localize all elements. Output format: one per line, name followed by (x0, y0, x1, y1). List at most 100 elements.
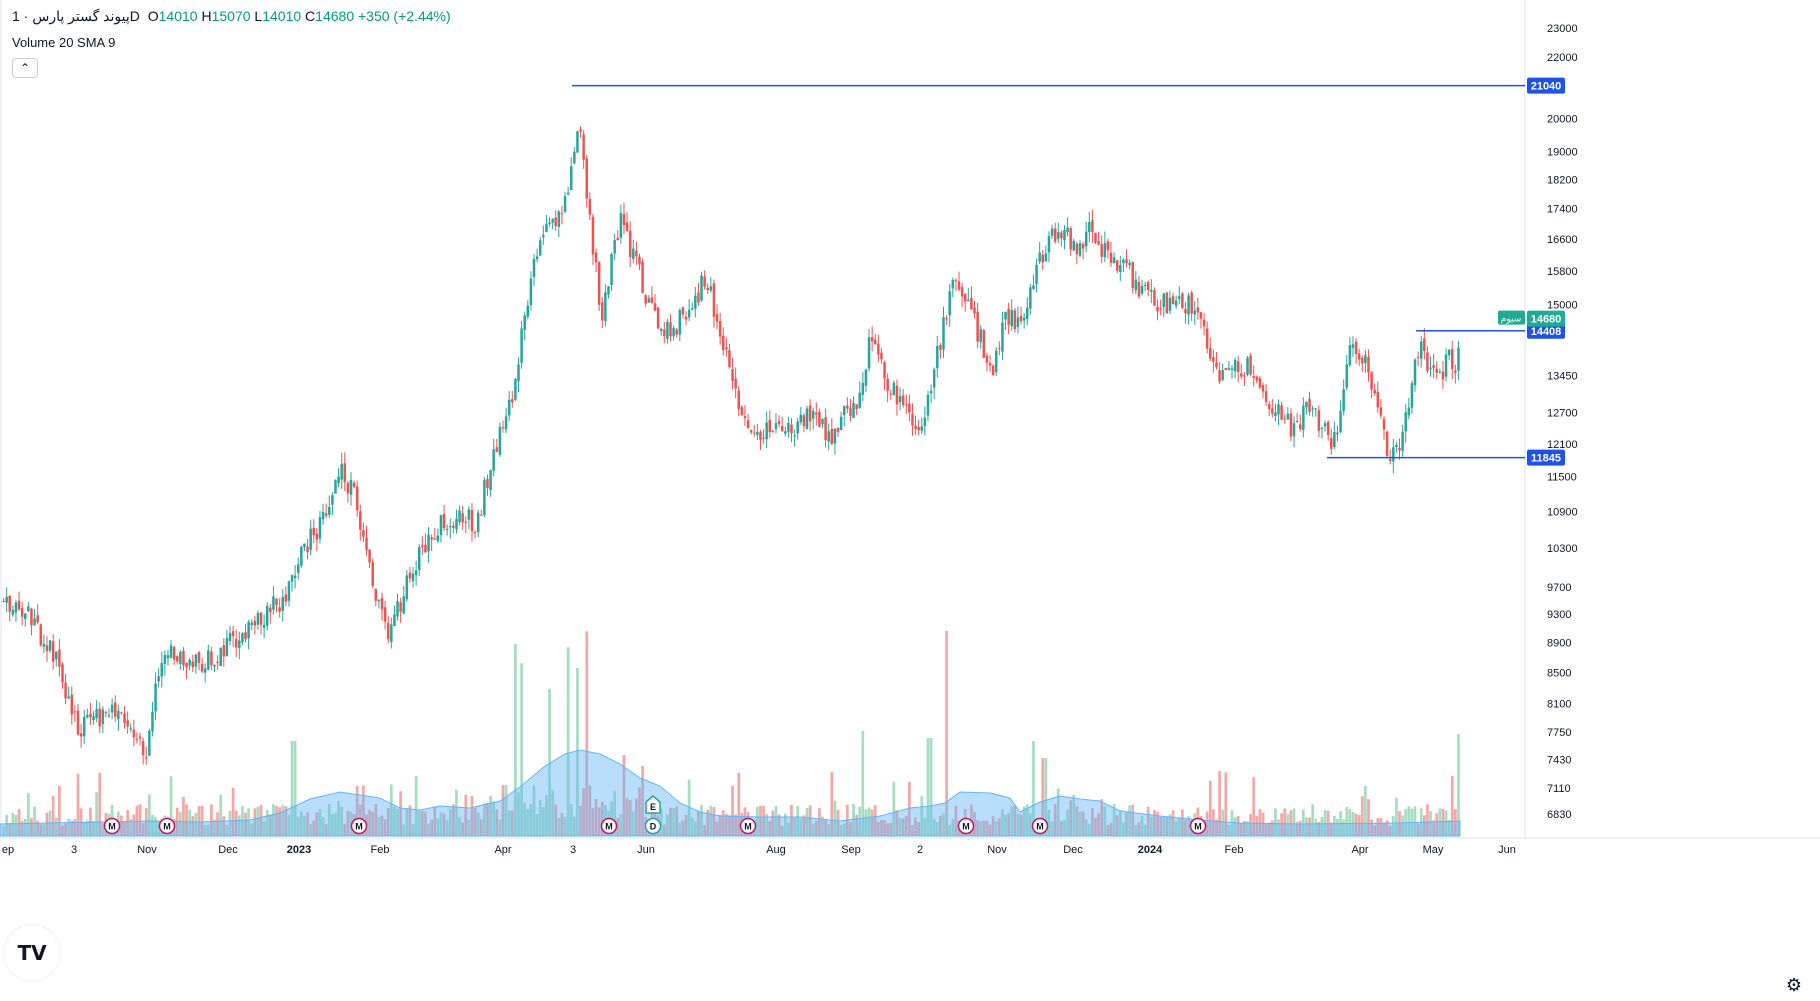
candle (538, 236, 542, 256)
volume-bar (635, 798, 638, 836)
volume-bar (849, 822, 852, 836)
volume-bar (368, 810, 371, 836)
volume-bar (1081, 811, 1085, 836)
candle (712, 279, 716, 328)
candle (607, 286, 610, 299)
candle (421, 536, 424, 555)
candle (994, 347, 998, 377)
candle (945, 315, 948, 325)
dividend-marker[interactable] (103, 817, 121, 835)
candle (749, 429, 753, 435)
volume-bar (554, 804, 558, 836)
volume-bar (1435, 813, 1439, 836)
candle (135, 732, 139, 744)
volume-bar (234, 810, 238, 836)
dividend-marker[interactable] (957, 817, 975, 835)
candle (1019, 306, 1023, 325)
volume-bar (1289, 810, 1293, 836)
dividend-marker[interactable] (600, 817, 618, 835)
volume-bar (1314, 818, 1318, 836)
volume-indicator-legend[interactable]: Volume 20 SMA 9 (12, 35, 116, 50)
candle (1317, 405, 1321, 438)
candle (1373, 383, 1376, 397)
volume-bar (1277, 819, 1280, 836)
volume-bar (402, 824, 406, 836)
volume-bar (281, 804, 285, 836)
volume-bar (191, 816, 195, 836)
volume-bar (538, 800, 542, 836)
volume-bar (895, 810, 899, 836)
tradingview-logo[interactable]: TV (4, 925, 60, 981)
candle (42, 634, 46, 653)
volume-bar (666, 814, 669, 836)
logo-mark: TV (17, 941, 47, 965)
earnings-marker[interactable] (645, 795, 661, 814)
volume-bar (768, 821, 772, 836)
volume-bar (495, 809, 499, 836)
candle (951, 277, 955, 298)
candle (666, 318, 669, 344)
dividend-marker[interactable] (1031, 817, 1049, 835)
volume-bar (1270, 820, 1274, 836)
volume-bar (1450, 775, 1454, 836)
candle (625, 212, 629, 232)
event-markers[interactable]: M M M M DE M M M M (103, 795, 1207, 835)
candle (663, 322, 666, 344)
volume-bar (309, 824, 313, 836)
candle (718, 312, 722, 345)
time-axis[interactable]: ep 3 Nov Dec 2023 Feb Apr 3 Jun Aug Sep 2 Nov Dec 2024… (2, 844, 1516, 856)
dividend-marker[interactable] (739, 817, 757, 835)
volume-bar (30, 818, 33, 836)
volume-bar (1007, 813, 1010, 836)
candle (1240, 363, 1243, 379)
volume-bar (383, 819, 387, 836)
candle (846, 397, 849, 414)
volume-bar (532, 785, 536, 836)
price-axis[interactable]: 23000 22000 20000 19000 18200 17400 16600 15800… (1527, 23, 1578, 821)
candle (476, 509, 480, 538)
volume-bar (858, 806, 862, 836)
volume-bar (1168, 814, 1172, 836)
candle (861, 371, 865, 401)
symbol-title[interactable]: پیوند گستر پارس · 1D (12, 8, 140, 24)
volume-bar (672, 808, 675, 836)
volume-bar (1305, 817, 1308, 836)
candle (144, 746, 148, 765)
candle (45, 636, 49, 662)
dividend-marker[interactable] (350, 817, 368, 835)
candle (95, 699, 98, 723)
volume-bar (641, 766, 644, 836)
dividend-marker[interactable] (158, 817, 176, 835)
candle (1202, 313, 1206, 336)
dividend-marker[interactable] (644, 817, 662, 835)
candle (529, 271, 533, 311)
candle (2, 598, 5, 603)
candle (1246, 356, 1249, 377)
time-tick-label: Dec (1063, 844, 1083, 856)
candle (483, 476, 486, 518)
volume-bar (1280, 813, 1283, 836)
time-tick-label: Nov (987, 844, 1007, 856)
volume-bar (1432, 820, 1435, 836)
candle (228, 625, 232, 646)
candle (160, 651, 164, 688)
candle (808, 399, 812, 431)
volume-bar (588, 785, 592, 836)
volume-bar (1171, 810, 1175, 836)
candle (793, 429, 796, 447)
price-tick-label: 17400 (1547, 204, 1578, 216)
dividend-marker[interactable] (1189, 817, 1207, 835)
candle (1013, 307, 1017, 333)
candle (1314, 407, 1318, 417)
volume-bar (582, 788, 585, 836)
volume-bar (1140, 815, 1144, 836)
candle (300, 545, 303, 568)
candle (439, 515, 443, 543)
volume-bar (1041, 758, 1045, 836)
collapse-legend-button[interactable]: ⌃ (12, 58, 38, 78)
candle (588, 192, 592, 220)
candle (787, 416, 790, 438)
volume-bar (1215, 819, 1218, 836)
chart-settings-button[interactable]: ⚙ (1783, 974, 1805, 996)
